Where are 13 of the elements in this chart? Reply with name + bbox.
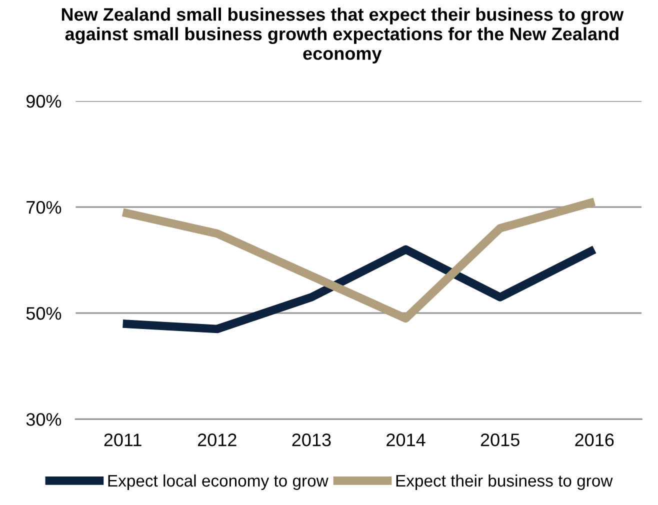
x-tick-label: 2015 (480, 434, 520, 446)
y-tick-label: 50% (26, 307, 62, 320)
x-tick-label: 2012 (198, 434, 236, 446)
x-tick-label: 2011 (104, 434, 142, 446)
y-tick-label: 30% (26, 413, 62, 426)
legend-label: Expect local economy to grow (108, 474, 328, 490)
x-tick-label: 2016 (575, 434, 614, 446)
x-tick-label: 2013 (292, 434, 331, 446)
x-tick-label: 2014 (386, 434, 426, 446)
y-tick-label: 70% (26, 200, 62, 214)
chart-title: New Zealand small businesses that expect their business to grow against small business growth expectations for the New Zealand economy (62, 8, 624, 64)
legend-label: Expect their business to grow (396, 474, 613, 490)
y-tick-label: 90% (26, 94, 62, 108)
